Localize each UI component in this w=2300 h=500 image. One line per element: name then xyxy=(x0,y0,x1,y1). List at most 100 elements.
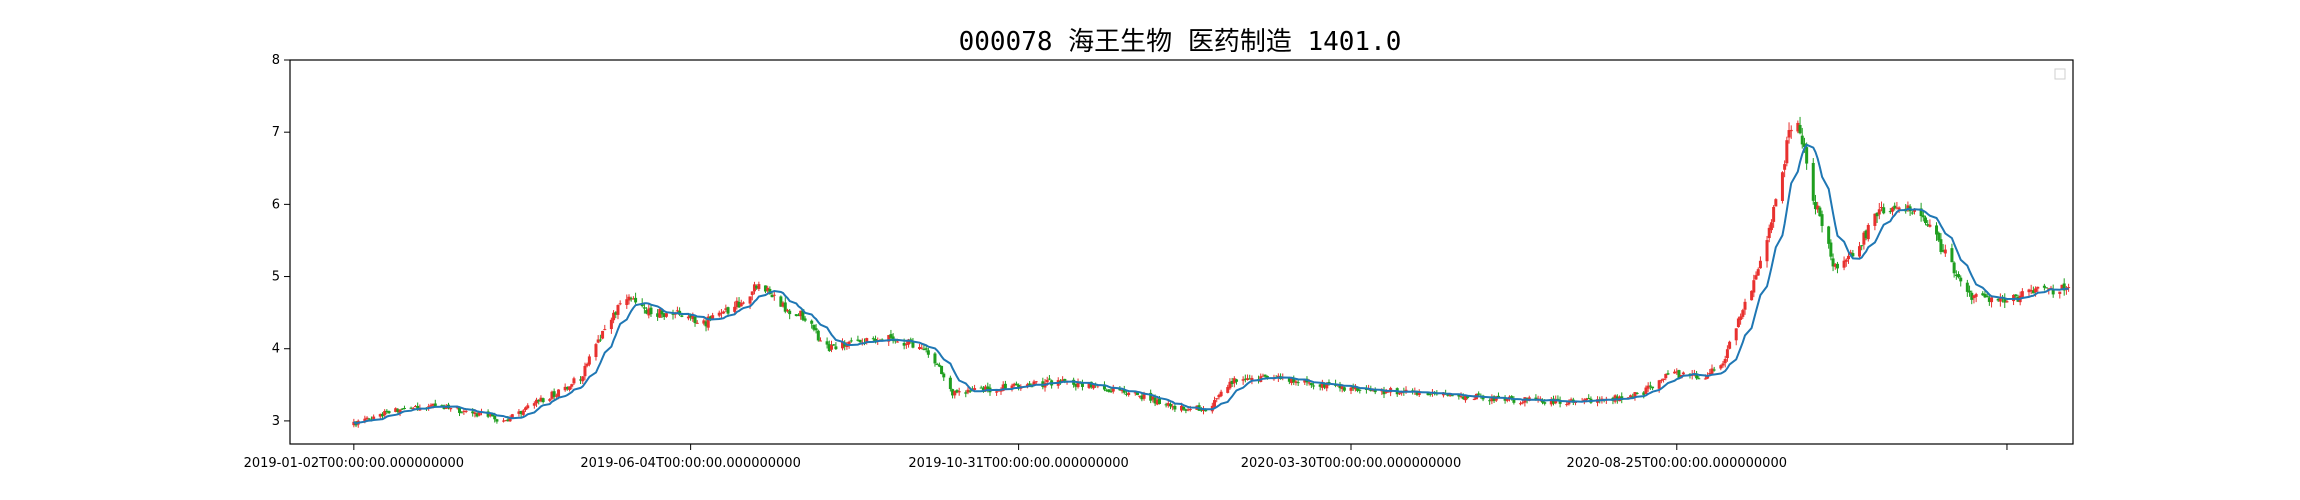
candle-body xyxy=(1651,386,1655,389)
candle-body xyxy=(460,412,464,414)
x-tick-label: 2020-08-25T00:00:00.000000000 xyxy=(1567,456,1787,471)
candle-body xyxy=(1349,387,1353,391)
candle-body xyxy=(656,313,660,317)
candle-body xyxy=(1202,409,1206,412)
candle-body xyxy=(722,311,726,314)
candle-body xyxy=(1970,292,1974,300)
candle-body xyxy=(1292,378,1296,383)
candle-body xyxy=(634,297,638,303)
candle-body xyxy=(409,407,413,409)
candle-body xyxy=(1080,382,1084,387)
candle-body xyxy=(1565,404,1569,406)
candle-body xyxy=(2034,288,2038,293)
candle-body xyxy=(724,308,728,310)
candle-body xyxy=(1142,393,1146,399)
candle-body xyxy=(741,302,745,304)
candle-body xyxy=(504,420,508,422)
candle-body xyxy=(981,387,985,392)
candle-body xyxy=(1287,378,1291,382)
candle-body xyxy=(1320,381,1324,388)
candle-body xyxy=(1356,388,1360,391)
candle-body xyxy=(1734,328,1738,341)
candle-body xyxy=(1959,277,1963,282)
candle-body xyxy=(1895,207,1899,209)
candle-body xyxy=(400,408,404,410)
candle-body xyxy=(1309,382,1313,386)
candle-body xyxy=(827,344,831,351)
candle-body xyxy=(449,407,453,410)
candle-body xyxy=(1463,395,1467,401)
candle-body xyxy=(1974,294,1978,297)
candle-body xyxy=(1151,396,1155,400)
candle-body xyxy=(1873,213,1877,226)
candle-body xyxy=(1133,392,1137,394)
candle-body xyxy=(1952,262,1956,274)
candle-body xyxy=(1926,224,1930,226)
candle-body xyxy=(658,309,662,318)
candle-body xyxy=(1864,230,1868,239)
candle-body xyxy=(1351,386,1355,389)
candle-body xyxy=(1811,162,1815,201)
candle-body xyxy=(1851,253,1855,257)
candle-body xyxy=(1510,396,1514,399)
candle-body xyxy=(849,340,853,342)
candle-body xyxy=(750,291,754,295)
candle-body xyxy=(2062,283,2066,291)
candle-body xyxy=(1842,260,1846,268)
candle-body xyxy=(440,405,444,407)
candle-body xyxy=(889,334,893,338)
candle-body xyxy=(1358,389,1362,391)
candle-body xyxy=(788,310,792,315)
candle-body xyxy=(1261,375,1265,377)
candle-body xyxy=(1342,387,1346,391)
candle-body xyxy=(1312,385,1316,387)
candle-body xyxy=(1140,395,1144,400)
candle-body xyxy=(940,365,944,375)
candle-body xyxy=(2051,289,2055,295)
candle-body xyxy=(1450,395,1454,397)
candle-body xyxy=(986,386,990,389)
candle-body xyxy=(1719,365,1723,369)
candle-body xyxy=(911,341,915,348)
candle-body xyxy=(1061,379,1065,382)
candle-body xyxy=(832,344,836,346)
candle-body xyxy=(841,341,845,349)
candle-body xyxy=(1448,394,1452,396)
candle-body xyxy=(717,312,721,316)
candle-body xyxy=(1574,401,1578,404)
candle-body xyxy=(693,316,697,324)
candle-body xyxy=(585,363,589,366)
candle-body xyxy=(1805,147,1809,164)
candle-body xyxy=(1633,392,1637,398)
candle-body xyxy=(1303,379,1307,383)
candle-body xyxy=(475,413,479,417)
y-tick-label: 8 xyxy=(272,53,280,68)
candle-body xyxy=(383,410,387,416)
candle-body xyxy=(1325,382,1329,389)
candle-body xyxy=(1111,387,1115,392)
candle-body xyxy=(416,405,420,410)
candle-body xyxy=(1182,406,1186,410)
candle-body xyxy=(1697,378,1701,380)
candle-body xyxy=(473,412,477,414)
candle-body xyxy=(1835,263,1839,269)
candle-body xyxy=(2020,291,2024,297)
candle-body xyxy=(1265,375,1269,379)
candle-body xyxy=(1677,370,1681,379)
candle-body xyxy=(1662,378,1666,380)
candle-body xyxy=(1186,409,1190,411)
candle-body xyxy=(517,411,521,414)
candle-body xyxy=(1318,384,1322,387)
candle-body xyxy=(1296,382,1300,384)
candle-body xyxy=(1230,381,1234,385)
candle-body xyxy=(871,338,875,340)
candle-body xyxy=(1897,207,1901,210)
candle-body xyxy=(1012,383,1016,386)
candle-body xyxy=(1017,384,1021,388)
candle-body xyxy=(1102,384,1106,390)
candle-body xyxy=(1157,398,1161,404)
candle-body xyxy=(598,339,602,341)
candle-body xyxy=(2027,289,2031,293)
candle-body xyxy=(642,307,646,309)
candle-body xyxy=(1127,392,1131,396)
